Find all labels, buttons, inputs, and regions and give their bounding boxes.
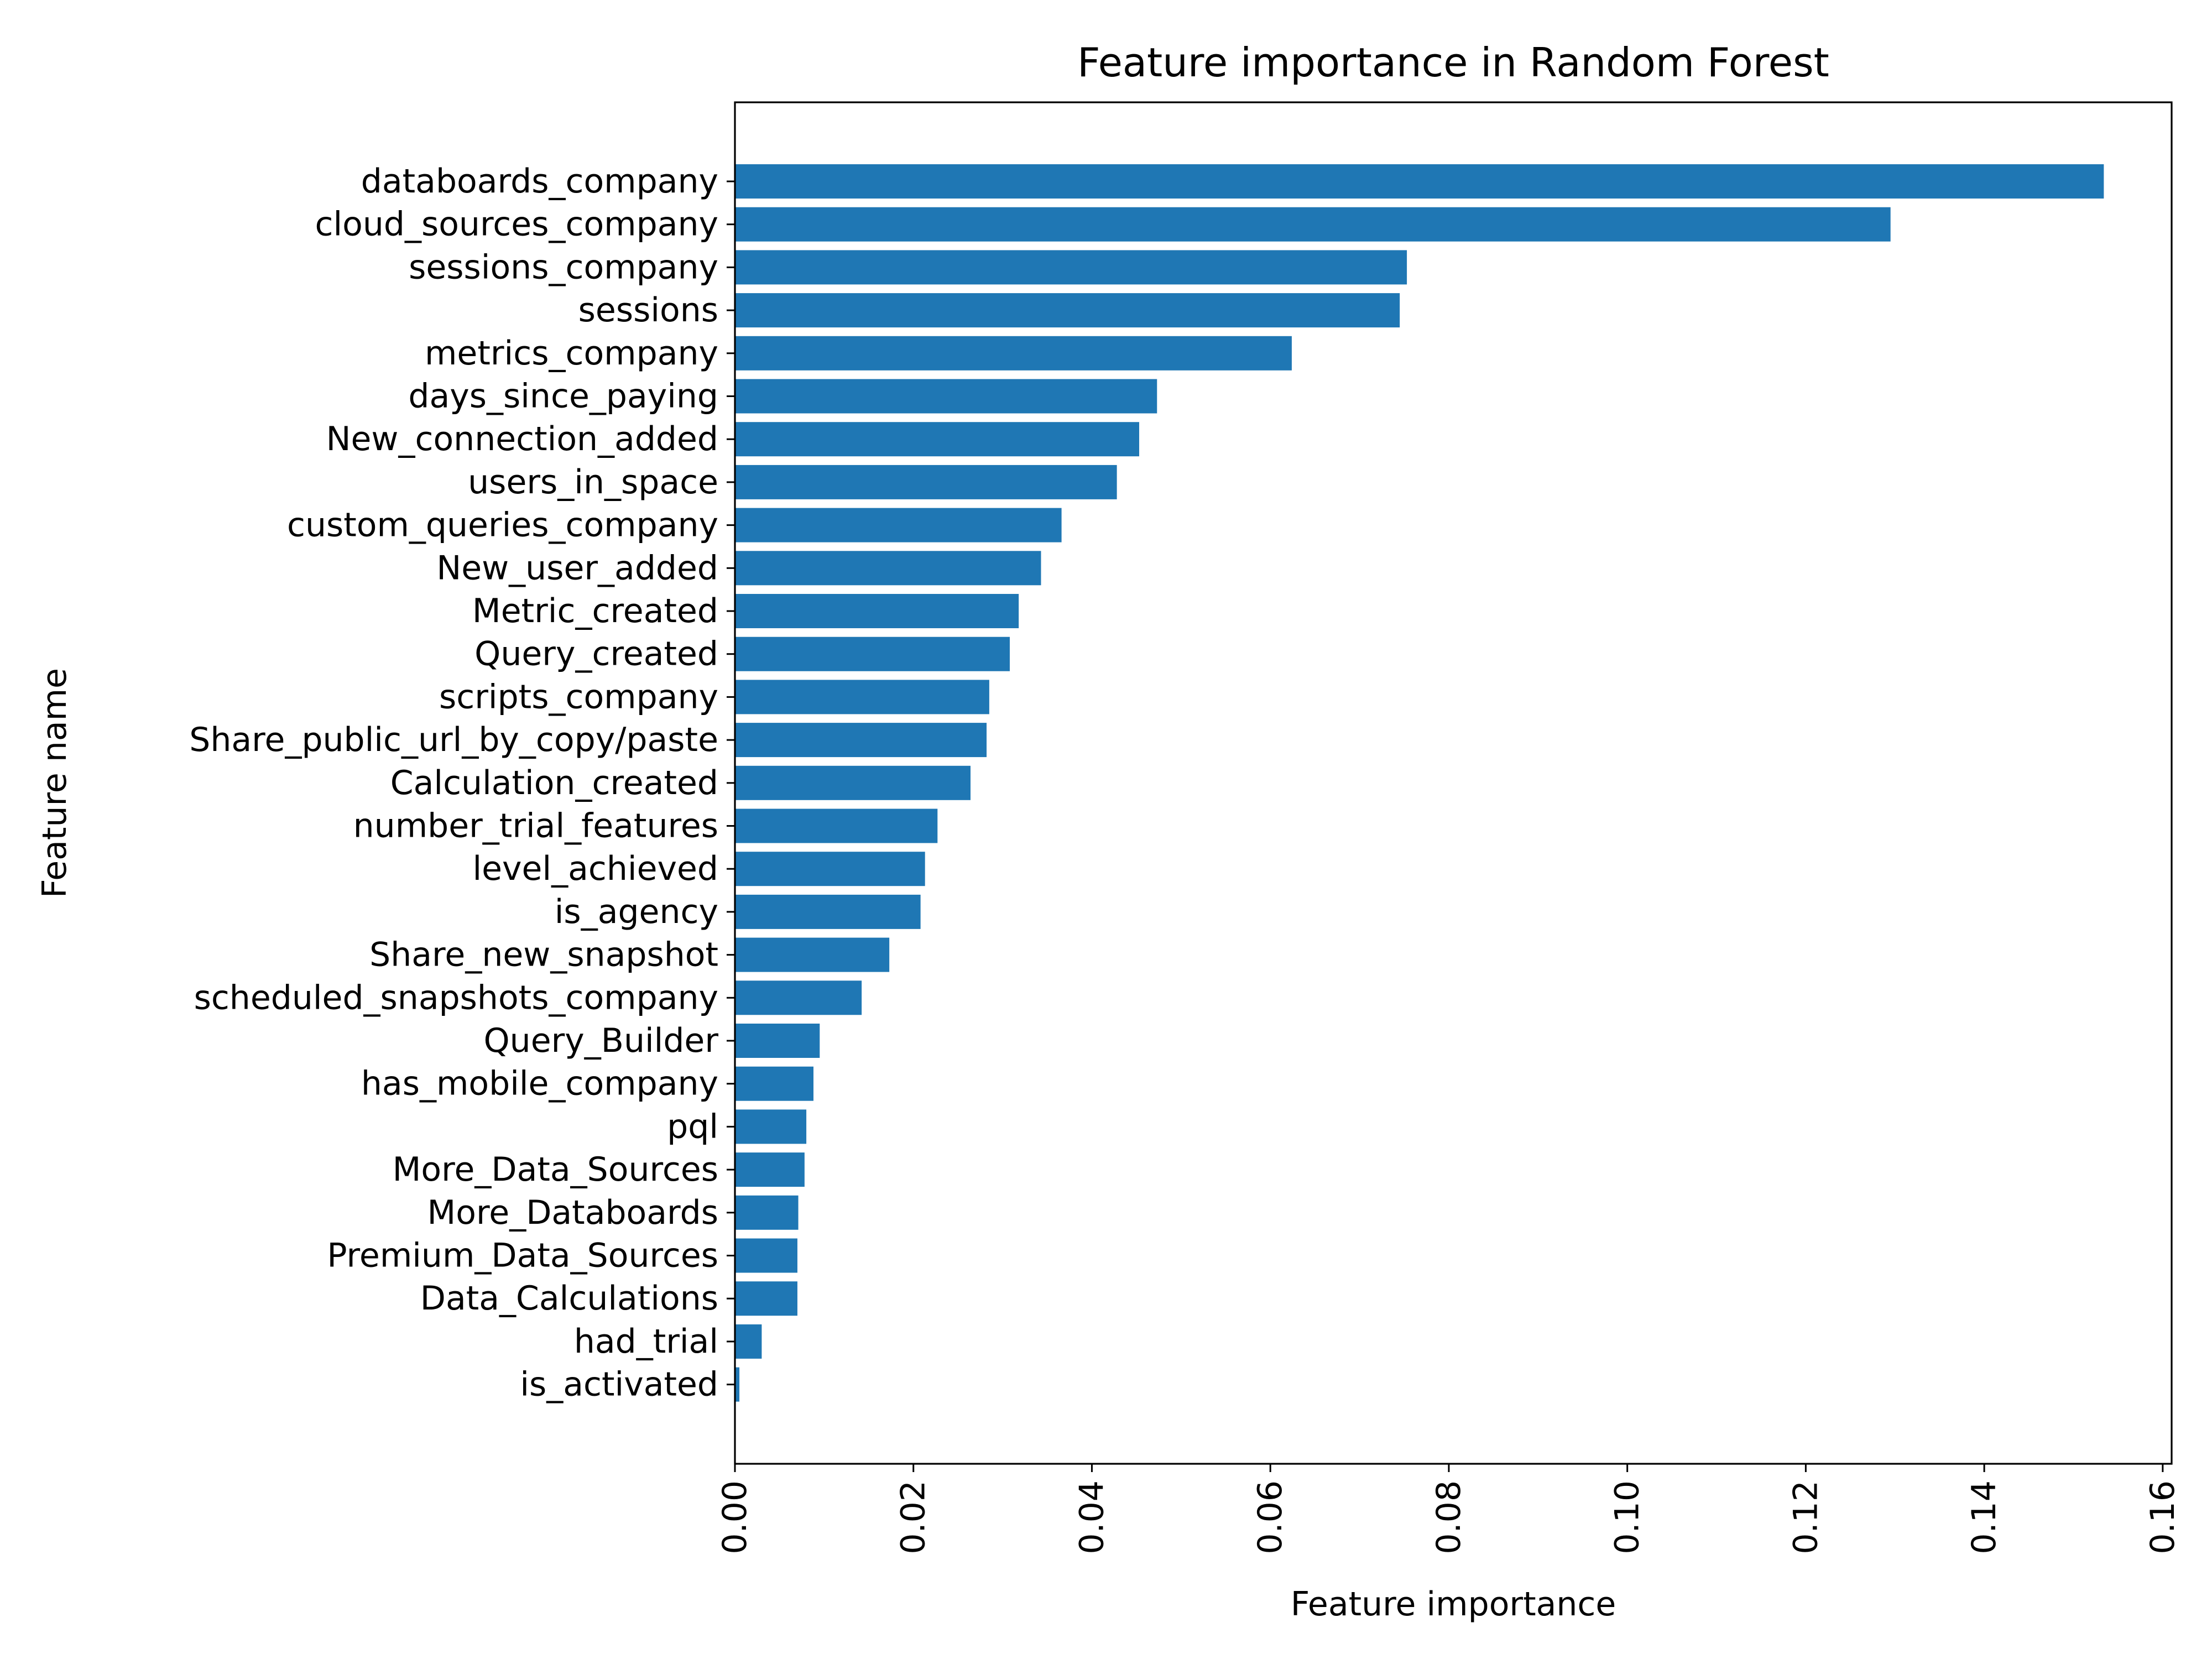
bar-data-calculations: [735, 1281, 797, 1316]
x-tick-label: 0.06: [1251, 1480, 1290, 1554]
y-tick-label: scheduled_snapshots_company: [194, 978, 718, 1017]
y-tick-label: users_in_space: [468, 463, 718, 502]
bar-cloud-sources-company: [735, 207, 1891, 242]
y-tick-label: has_mobile_company: [361, 1065, 718, 1103]
y-axis-label: Feature name: [35, 668, 74, 898]
y-tick-label: More_Data_Sources: [393, 1150, 718, 1189]
y-tick-label: scripts_company: [439, 677, 718, 716]
bars-group: [735, 164, 2104, 1402]
bar-custom-queries-company: [735, 508, 1062, 542]
bar-sessions: [735, 293, 1400, 328]
y-tick-label: is_agency: [555, 893, 718, 931]
y-tick-label: metrics_company: [425, 334, 718, 373]
bar-days-since-paying: [735, 379, 1157, 414]
bar-users-in-space: [735, 465, 1117, 499]
bar-new-user-added: [735, 551, 1041, 586]
bar-calculation-created: [735, 765, 971, 800]
bar-is-activated: [735, 1367, 740, 1402]
y-tick-label: Premium_Data_Sources: [327, 1237, 718, 1275]
y-tick-label: custom_queries_company: [287, 506, 718, 545]
bar-share-public-url-by-copy-paste: [735, 723, 987, 758]
bar-premium-data-sources: [735, 1238, 797, 1273]
bar-databoards-company: [735, 164, 2104, 199]
x-ticks: 0.00 0.02 0.04 0.06 0.08 0.10 0.12 0.14 0.16: [716, 1464, 2182, 1554]
y-tick-label: days_since_paying: [408, 377, 718, 416]
y-tick-label: Share_new_snapshot: [369, 936, 718, 974]
y-tick-label: Query_created: [474, 635, 718, 674]
x-tick-label: 0.16: [2143, 1480, 2182, 1554]
bar-had-trial: [735, 1324, 762, 1359]
y-tick-label: is_activated: [520, 1365, 718, 1404]
bar-pql: [735, 1109, 807, 1144]
x-tick-label: 0.02: [894, 1480, 933, 1554]
y-tick-label: number_trial_features: [353, 807, 718, 846]
y-tick-label: pql: [667, 1107, 718, 1146]
x-tick-label: 0.08: [1430, 1480, 1468, 1554]
bar-new-connection-added: [735, 422, 1139, 457]
y-tick-label: cloud_sources_company: [315, 205, 718, 244]
y-tick-label: New_user_added: [436, 549, 718, 587]
y-tick-label: Query_Builder: [483, 1021, 718, 1060]
y-tick-label: sessions_company: [409, 248, 718, 286]
bar-scheduled-snapshots-company: [735, 980, 862, 1015]
bar-more-databoards: [735, 1195, 799, 1230]
y-tick-label: Calculation_created: [390, 764, 718, 802]
bar-metrics-company: [735, 336, 1292, 371]
y-tick-label: Share_public_url_by_copy/paste: [189, 721, 718, 759]
bar-query-builder: [735, 1024, 820, 1058]
bar-is-agency: [735, 894, 921, 929]
x-tick-label: 0.00: [716, 1480, 754, 1554]
y-tick-label: sessions: [578, 291, 718, 330]
y-tick-label: Data_Calculations: [420, 1279, 718, 1318]
x-tick-label: 0.10: [1608, 1480, 1647, 1554]
plot-frame: [734, 101, 2173, 1465]
x-tick-label: 0.14: [1965, 1480, 2004, 1554]
x-tick-label: 0.04: [1072, 1480, 1111, 1554]
y-tick-labels: databoards_company cloud_sources_companys…: [189, 162, 735, 1404]
chart-title: Feature importance in Random Forest: [1077, 39, 1829, 86]
x-axis-label: Feature importance: [1291, 1585, 1616, 1624]
y-tick-label: databoards_company: [361, 162, 718, 201]
y-tick-label: Metric_created: [472, 592, 718, 630]
x-tick-label: 0.12: [1786, 1480, 1825, 1554]
bar-number-trial-features: [735, 808, 938, 843]
y-tick-label: had_trial: [574, 1322, 718, 1361]
bar-has-mobile-company: [735, 1066, 814, 1101]
bar-scripts-company: [735, 680, 989, 714]
y-tick-label: More_Databoards: [427, 1193, 718, 1232]
bar-query-created: [735, 637, 1010, 671]
bar-share-new-snapshot: [735, 937, 890, 972]
y-tick-label: level_achieved: [472, 849, 718, 888]
y-tick-label: New_connection_added: [326, 420, 718, 458]
bar-metric-created: [735, 594, 1019, 628]
bar-sessions-company: [735, 250, 1407, 285]
bar-more-data-sources: [735, 1152, 805, 1187]
bar-level-achieved: [735, 852, 925, 886]
